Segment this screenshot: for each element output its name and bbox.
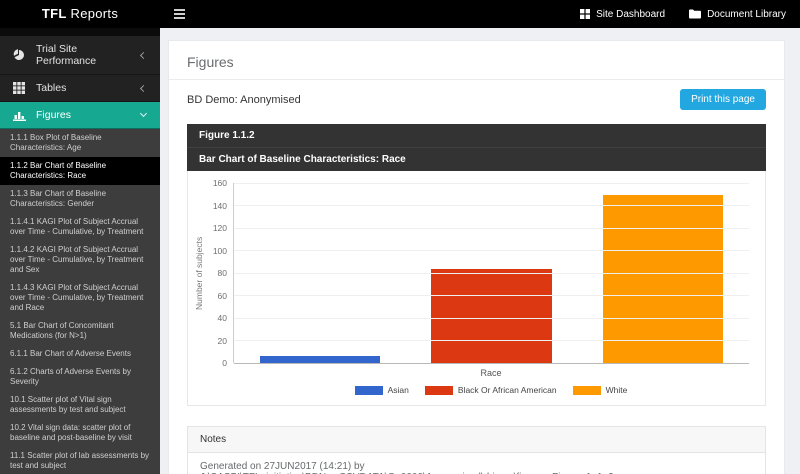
y-tick-label: 100	[212, 245, 227, 256]
topbar-link-document-library[interactable]: Document Library	[689, 9, 786, 20]
bar-slot	[577, 183, 749, 363]
sidebar-nav: Trial Site Performance Tables Figures 1.…	[0, 36, 160, 474]
study-subtitle: BD Demo: Anonymised	[187, 93, 301, 106]
table-icon	[12, 82, 26, 94]
bar-slot	[406, 183, 578, 363]
legend-swatch	[572, 385, 601, 395]
bar-white	[603, 195, 724, 363]
chevron-down-icon	[139, 109, 148, 118]
gridline	[234, 295, 749, 296]
bar-chart: Number of subjects 0 20 40 60 80 100 120 140 160…	[187, 171, 766, 406]
gridline	[234, 182, 749, 184]
sidebar-subitem[interactable]: 1.1.1 Box Plot of Baseline Characteristi…	[10, 133, 102, 152]
gridline	[234, 317, 749, 319]
y-axis-ticks: 0 20 40 60 80 100 120 140 160	[207, 178, 233, 368]
content-area: Figures BD Demo: Anonymised Print this p…	[160, 28, 800, 474]
brand-light: Reports	[70, 6, 119, 21]
sidebar-item-label: Tables	[36, 82, 67, 94]
topbar-link-label: Document Library	[707, 8, 786, 20]
sidebar-item-label: Trial Site Performance	[36, 43, 97, 67]
legend-swatch	[354, 385, 383, 395]
page-title: Figures	[187, 54, 234, 70]
y-tick-label: 140	[212, 200, 227, 211]
y-axis-title: Number of subjects	[194, 236, 204, 310]
notes-header: Notes	[188, 427, 765, 453]
brand-bold: TFL	[41, 6, 67, 21]
figure-section: Figure 1.1.2 Bar Chart of Baseline Chara…	[187, 124, 766, 406]
notes-panel: Notes Generated on 27JUN2017 (14:21) by …	[187, 426, 766, 474]
sidebar: TFL Reports Trial Site Performance Table…	[0, 0, 160, 474]
pie-chart-icon	[12, 49, 26, 61]
gridline	[234, 340, 749, 341]
y-tick-label: 80	[217, 268, 227, 278]
chevron-left-icon	[139, 84, 148, 92]
legend-label: Asian	[387, 385, 409, 395]
hamburger-menu-icon[interactable]	[170, 5, 189, 23]
topbar-link-site-dashboard[interactable]: Site Dashboard	[580, 9, 665, 20]
sidebar-subitem[interactable]: 6.1.2 Charts of Adverse Events by Severi…	[10, 367, 131, 386]
legend-label: Black Or African American	[457, 385, 557, 395]
legend-swatch	[424, 385, 453, 395]
sidebar-item-trial-site-performance[interactable]: Trial Site Performance	[0, 36, 160, 75]
figure-title: Bar Chart of Baseline Characteristics: R…	[187, 147, 766, 171]
y-tick-label: 20	[217, 335, 227, 346]
gridline	[234, 227, 749, 229]
figures-submenu: 1.1.1 Box Plot of Baseline Characteristi…	[0, 129, 160, 474]
notes-body: Generated on 27JUN2017 (14:21) by J:\SAS…	[188, 453, 765, 474]
sidebar-subitem[interactable]: 1.1.4.3 KAGI Plot of Subject Accrual ove…	[10, 283, 144, 312]
legend-label: White	[605, 385, 628, 395]
bar-slot	[234, 183, 406, 363]
sidebar-subitem[interactable]: 11.1 Scatter plot of lab assessments by …	[10, 451, 150, 470]
bars-container	[234, 183, 749, 363]
y-tick-label: 40	[217, 313, 227, 323]
sidebar-subitem[interactable]: 1.1.3 Bar Chart of Baseline Characterist…	[10, 189, 107, 208]
bar-chart-icon	[12, 109, 26, 121]
bar-asian	[259, 356, 380, 363]
sidebar-subitem[interactable]: 5.1 Bar Chart of Concomitant Medications…	[10, 321, 114, 340]
sidebar-subitem[interactable]: 1.1.2 Bar Chart of Baseline Characterist…	[0, 157, 160, 185]
legend-item: White	[572, 385, 628, 395]
sidebar-item-figures[interactable]: Figures	[0, 102, 160, 129]
plot-area	[233, 182, 749, 364]
app-brand: TFL Reports	[0, 0, 160, 28]
folder-icon	[689, 9, 702, 19]
sidebar-subitem[interactable]: 10.1 Scatter plot of Vital sign assessme…	[10, 395, 126, 414]
sidebar-subitem[interactable]: 6.1.1 Bar Chart of Adverse Events	[10, 349, 131, 358]
chevron-left-icon	[139, 51, 148, 59]
print-page-button[interactable]: Print this page	[680, 89, 766, 110]
sidebar-item-label: Figures	[36, 109, 72, 121]
topbar: Site Dashboard Document Library	[160, 0, 800, 28]
y-tick-label: 60	[217, 290, 227, 301]
chart-legend: Asian Black Or African American White	[233, 385, 749, 395]
y-tick-label: 0	[222, 358, 227, 368]
chart-plot-row: Number of subjects 0 20 40 60 80 100 120 140 160	[194, 178, 749, 368]
figures-panel: Figures BD Demo: Anonymised Print this p…	[168, 40, 785, 474]
legend-item: Asian	[354, 385, 409, 395]
gridline	[234, 272, 749, 274]
dashboard-grid-icon	[580, 9, 591, 19]
topbar-links: Site Dashboard Document Library	[580, 9, 786, 20]
topbar-link-label: Site Dashboard	[596, 8, 666, 20]
x-axis-title: Race	[480, 368, 502, 378]
panel-header: Figures	[169, 41, 784, 80]
sidebar-subitem[interactable]: 1.1.4.2 KAGI Plot of Subject Accrual ove…	[10, 245, 144, 274]
gridline	[234, 362, 749, 364]
y-tick-label: 120	[212, 223, 227, 233]
gridline	[234, 205, 749, 206]
panel-subheader: BD Demo: Anonymised Print this page	[169, 80, 784, 122]
main-column: Site Dashboard Document Library Figures …	[160, 0, 800, 474]
sidebar-item-tables[interactable]: Tables	[0, 75, 160, 102]
sidebar-subitem[interactable]: 10.2 Vital sign data: scatter plot of ba…	[10, 423, 132, 442]
figure-id: Figure 1.1.2	[199, 130, 255, 141]
y-tick-label: 160	[212, 178, 227, 188]
bar-black-or-african-american	[431, 268, 552, 363]
legend-item: Black Or African American	[424, 385, 557, 395]
gridline	[234, 250, 749, 251]
figure-header: Figure 1.1.2 Bar Chart of Baseline Chara…	[187, 124, 766, 171]
sidebar-subitem[interactable]: 1.1.4.1 KAGI Plot of Subject Accrual ove…	[10, 217, 144, 236]
